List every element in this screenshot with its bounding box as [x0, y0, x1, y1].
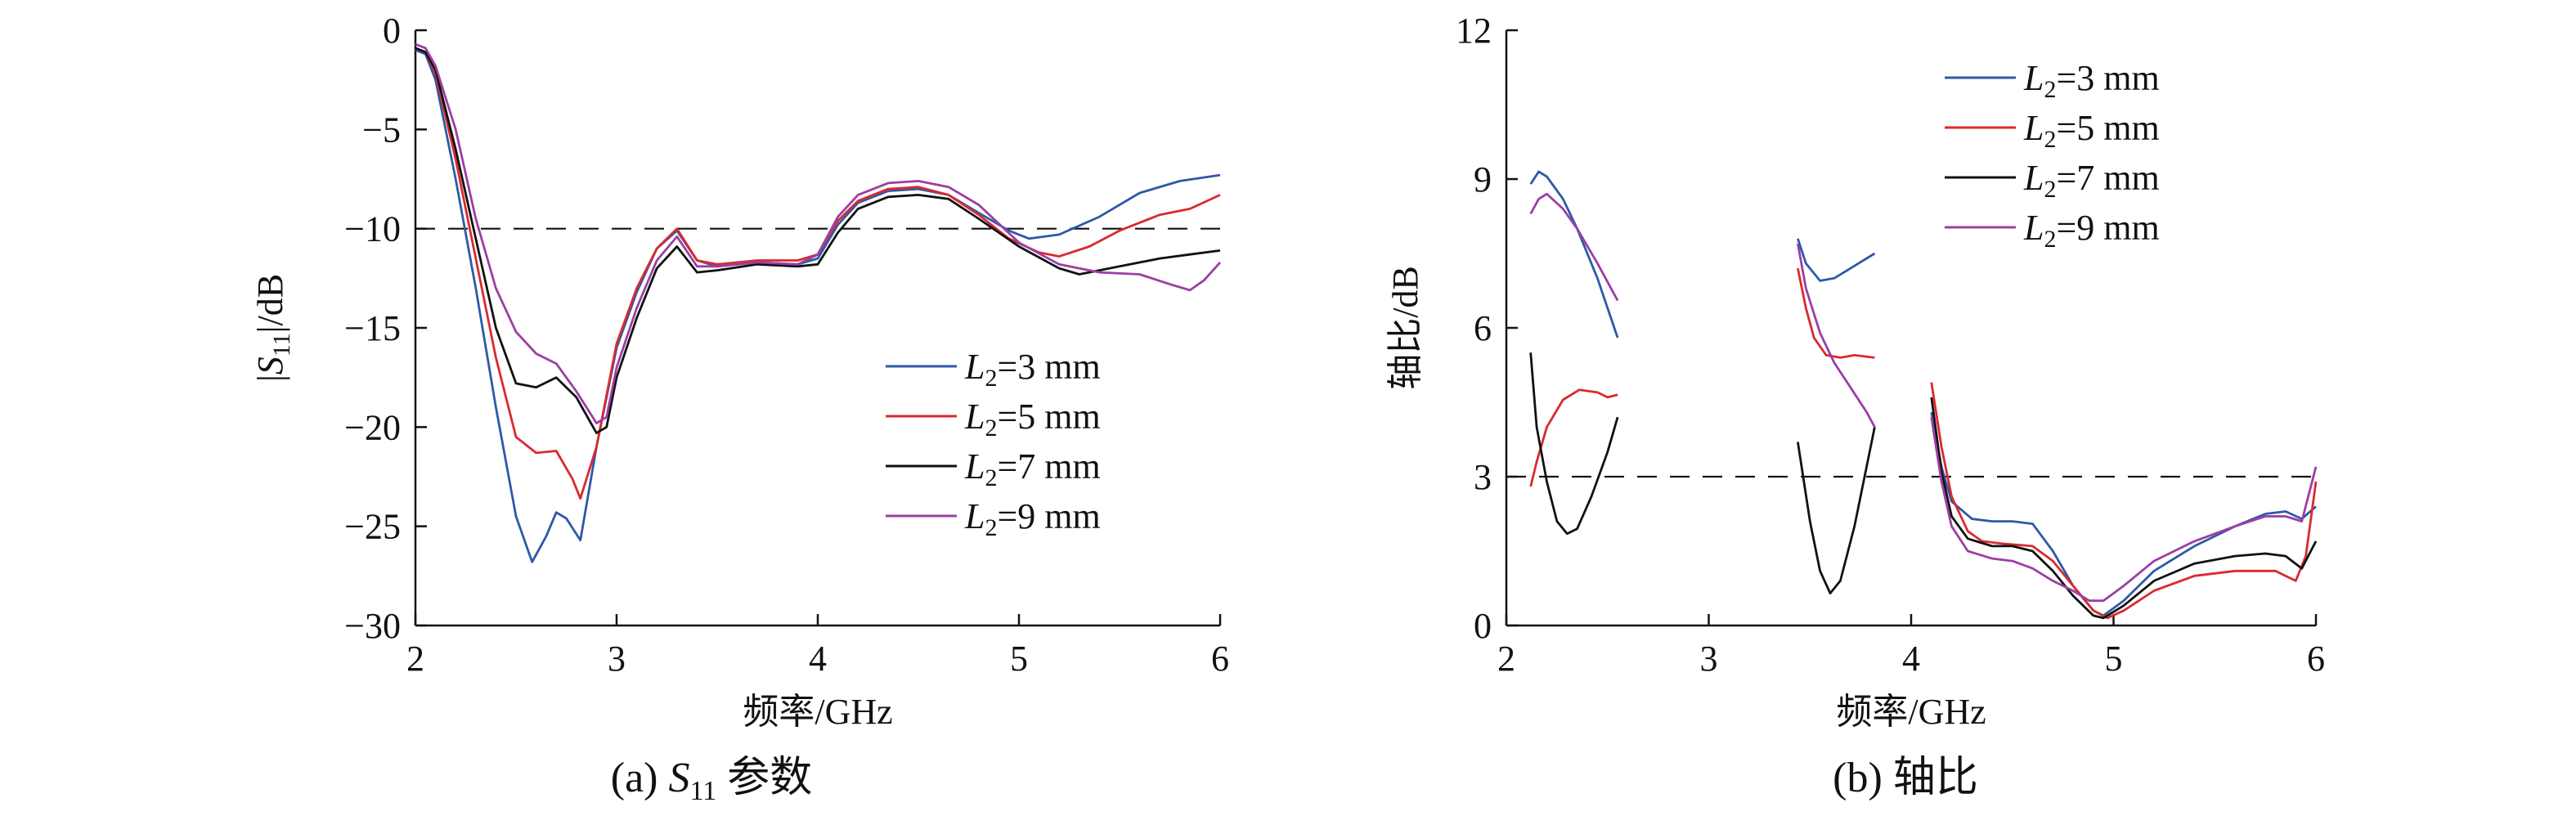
- x-tick-label: 6: [1211, 639, 1229, 679]
- legend-label: L2=9 mm: [964, 496, 1101, 541]
- y-tick-label: −15: [344, 308, 401, 348]
- x-tick-label: 3: [608, 639, 626, 679]
- x-tick-label: 5: [2105, 639, 2123, 679]
- series-line-2-2-seg1: [1529, 388, 1618, 487]
- x-axis-label: 频率/GHz: [1836, 692, 1986, 732]
- series-line-2-3-seg1: [1529, 352, 1619, 536]
- chart-caption: (a) S11 参数: [611, 755, 812, 806]
- y-tick-label: 12: [1456, 11, 1492, 51]
- legend-label: L2=3 mm: [2023, 58, 2160, 103]
- y-tick-label: 6: [1474, 308, 1492, 348]
- legend-label: L2=5 mm: [2023, 108, 2160, 153]
- legend-label: L2=5 mm: [964, 397, 1101, 442]
- y-tick-label: −20: [344, 407, 401, 447]
- y-axis-label: |S11|/dB: [250, 274, 295, 382]
- series-line-2-1-seg1: [1529, 170, 1619, 339]
- y-tick-label: 3: [1474, 457, 1492, 497]
- y-tick-label: −5: [362, 110, 401, 150]
- x-tick-label: 2: [1497, 639, 1515, 679]
- x-tick-label: 4: [809, 639, 827, 679]
- series-line-2-4-seg2: [1797, 243, 1876, 428]
- chart-b: 2 3 4 5 6 0 3 6 9 12 L2=3 mm L2=5 mm L2=7 mm L2=9 mm 频…: [1385, 11, 2325, 801]
- y-tick-label: −30: [344, 606, 401, 646]
- series-line-2-3: [415, 47, 1221, 434]
- series-line-2-4-seg3: [1930, 416, 2318, 603]
- series-line-2-2-seg3: [1930, 382, 2318, 620]
- x-tick-label: 3: [1700, 639, 1718, 679]
- y-tick-label: −10: [344, 209, 401, 249]
- legend-label: L2=3 mm: [964, 347, 1101, 392]
- x-axis-label: 频率/GHz: [743, 692, 892, 732]
- y-tick-label: 0: [383, 11, 401, 51]
- x-tick-label: 6: [2307, 639, 2325, 679]
- chart-caption: (b) 轴比: [1833, 755, 1978, 801]
- series-line-2-2-seg2: [1797, 267, 1875, 359]
- series-line-2-2: [415, 47, 1221, 500]
- x-tick-label: 2: [406, 639, 424, 679]
- x-tick-label: 5: [1010, 639, 1028, 679]
- legend-label: L2=7 mm: [964, 446, 1101, 491]
- y-tick-label: 0: [1474, 606, 1492, 646]
- x-tick-label: 4: [1902, 639, 1920, 679]
- y-axis-label: 轴比/dB: [1385, 266, 1425, 390]
- legend-label: L2=9 mm: [2023, 208, 2160, 253]
- series-line-2-3-seg3: [1930, 397, 2318, 620]
- series-line-2-4: [415, 43, 1222, 424]
- series-line-2-4-seg1: [1529, 192, 1619, 302]
- y-tick-label: −25: [344, 507, 401, 547]
- y-tick-label: 9: [1474, 159, 1492, 200]
- legend-label: L2=7 mm: [2023, 158, 2160, 203]
- series-line-2-1-seg2: [1797, 238, 1876, 282]
- series-line-2-3-seg2: [1797, 427, 1876, 594]
